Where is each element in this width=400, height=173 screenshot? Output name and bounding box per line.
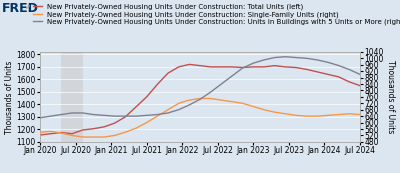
Bar	[61, 52, 83, 142]
Y-axis label: Thousands of Units: Thousands of Units	[386, 60, 395, 134]
Y-axis label: Thousands of Units: Thousands of Units	[5, 60, 14, 134]
Legend: New Privately-Owned Housing Units Under Construction: Total Units (left), New Pr: New Privately-Owned Housing Units Under …	[34, 3, 400, 25]
Text: FRED: FRED	[2, 2, 39, 15]
Text: ↗: ↗	[25, 3, 31, 10]
